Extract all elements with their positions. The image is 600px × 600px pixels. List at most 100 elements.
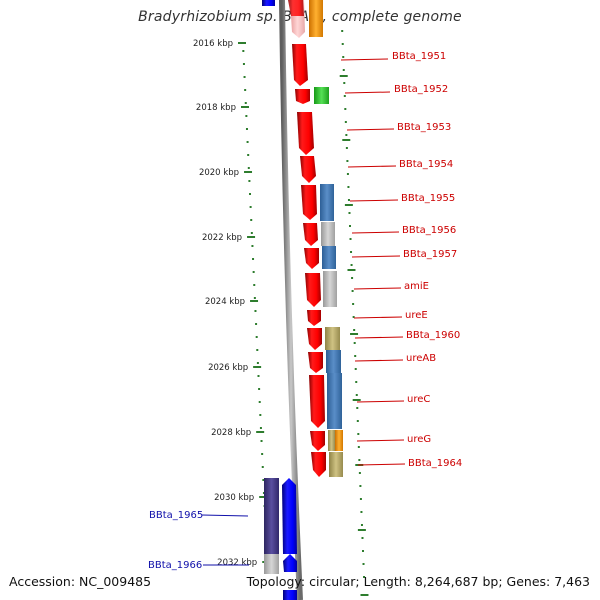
guide-dot — [351, 290, 354, 292]
leader-line — [353, 316, 403, 319]
forward-gene[interactable] — [303, 223, 318, 246]
forward-gene[interactable] — [301, 185, 317, 220]
reverse-gene-partial-top[interactable] — [262, 0, 275, 6]
tick-label: 2026 kbp — [208, 363, 248, 373]
cog-block — [314, 87, 329, 104]
minor-tick — [256, 362, 259, 364]
forward-gene[interactable] — [308, 352, 323, 373]
minor-tick — [255, 336, 258, 338]
forward-gene[interactable] — [309, 375, 325, 428]
minor-tick — [261, 466, 264, 468]
guide-dot — [362, 563, 365, 565]
guide-dot — [357, 433, 360, 435]
minor-tick — [254, 310, 257, 312]
forward-gene[interactable] — [295, 89, 310, 104]
minor-tick — [252, 271, 255, 273]
gene-label-bbta-1956[interactable]: BBta_1956 — [402, 225, 456, 236]
minor-tick — [248, 180, 251, 182]
tick-label: 2024 kbp — [205, 297, 245, 307]
forward-gene[interactable] — [300, 156, 316, 183]
forward-gene[interactable] — [307, 328, 322, 350]
minor-tick — [243, 76, 246, 78]
cog-block — [325, 327, 340, 350]
guide-dot — [355, 394, 358, 396]
guide-dot — [344, 121, 347, 123]
minor-tick — [250, 232, 253, 234]
gene-label-bbta-1964[interactable]: BBta_1964 — [408, 458, 462, 469]
forward-gene[interactable] — [292, 44, 308, 86]
guide-dot — [349, 225, 351, 227]
reverse-gene[interactable] — [282, 478, 297, 554]
minor-tick — [256, 349, 259, 351]
minor-tick — [261, 453, 264, 455]
guide-dot — [357, 446, 360, 448]
gene-label-bbta-1966[interactable]: BBta_1966 — [148, 560, 202, 571]
minor-tick — [242, 63, 245, 65]
gene-label-bbta-1951[interactable]: BBta_1951 — [392, 51, 446, 62]
axis-tick-labels: 2016 kbp 2018 kbp 2020 kbp 2022 kbp 2024 kbp… — [193, 39, 257, 568]
forward-gene[interactable] — [305, 273, 321, 307]
tick-label: 2020 kbp — [199, 168, 239, 178]
forward-gene[interactable] — [310, 431, 325, 451]
guide-dot — [359, 498, 362, 500]
minor-tick — [249, 193, 252, 195]
gene-label-ureab[interactable]: ureAB — [406, 353, 436, 364]
guide-dot — [348, 212, 351, 214]
leader-line — [349, 199, 399, 202]
gene-label-ureg[interactable]: ureG — [407, 434, 431, 445]
gene-label-bbta-1957[interactable]: BBta_1957 — [403, 249, 457, 260]
gene-label-uree[interactable]: ureE — [405, 310, 428, 321]
gene-label-bbta-1965[interactable]: BBta_1965 — [149, 510, 203, 521]
guide-dot — [360, 524, 363, 526]
minor-tick — [253, 297, 256, 299]
reverse-gene[interactable] — [283, 554, 297, 572]
tick-label: 2018 kbp — [196, 103, 236, 113]
gene-label-bbta-1960[interactable]: BBta_1960 — [406, 330, 460, 341]
leader-line — [353, 287, 402, 290]
reverse-gene-partial-bottom[interactable] — [283, 590, 297, 600]
guide-dot — [358, 459, 361, 461]
guide-dot — [356, 407, 359, 409]
forward-gene[interactable] — [304, 248, 319, 269]
gene-label-bbta-1955[interactable]: BBta_1955 — [401, 193, 455, 204]
forward-gene[interactable] — [307, 310, 321, 326]
cog-block — [328, 430, 335, 451]
forward-gene[interactable] — [297, 112, 314, 155]
gene-label-amie[interactable]: amiE — [404, 281, 429, 292]
minor-tick — [245, 128, 248, 130]
guide-dot — [346, 160, 349, 162]
guide-dot — [349, 238, 352, 240]
leader-line — [347, 165, 397, 168]
minor-tick — [245, 115, 248, 117]
guide-dot — [346, 173, 349, 175]
cog-block — [320, 184, 334, 221]
minor-tick — [249, 206, 252, 208]
guide-dot — [343, 95, 346, 97]
accession-text: Accession: NC_009485 — [9, 574, 152, 589]
guide-dot — [342, 69, 345, 71]
guide-dot — [350, 264, 353, 266]
minor-tick — [242, 50, 245, 52]
gene-label-bbta-1954[interactable]: BBta_1954 — [399, 159, 453, 170]
leader-line — [354, 336, 404, 339]
gene-label-bbta-1952[interactable]: BBta_1952 — [394, 84, 448, 95]
guide-dot — [351, 277, 354, 279]
minor-tick — [244, 89, 247, 91]
gene-label-urec[interactable]: ureC — [407, 394, 430, 405]
minor-tick — [262, 492, 265, 494]
guide-dot — [359, 485, 362, 487]
tick-label: 2022 kbp — [202, 233, 242, 243]
guide-dot — [356, 420, 359, 422]
leader-line — [354, 359, 404, 362]
minor-tick — [247, 167, 250, 169]
guide-dot — [344, 108, 347, 110]
minor-tick — [247, 154, 250, 156]
forward-gene-partial-top[interactable] — [288, 0, 304, 16]
leader-line — [346, 128, 395, 131]
leader-line — [351, 255, 401, 258]
gene-label-bbta-1953[interactable]: BBta_1953 — [397, 122, 451, 133]
guide-dot — [355, 381, 358, 383]
strand-guides — [339, 30, 369, 596]
forward-gene[interactable] — [311, 452, 326, 477]
